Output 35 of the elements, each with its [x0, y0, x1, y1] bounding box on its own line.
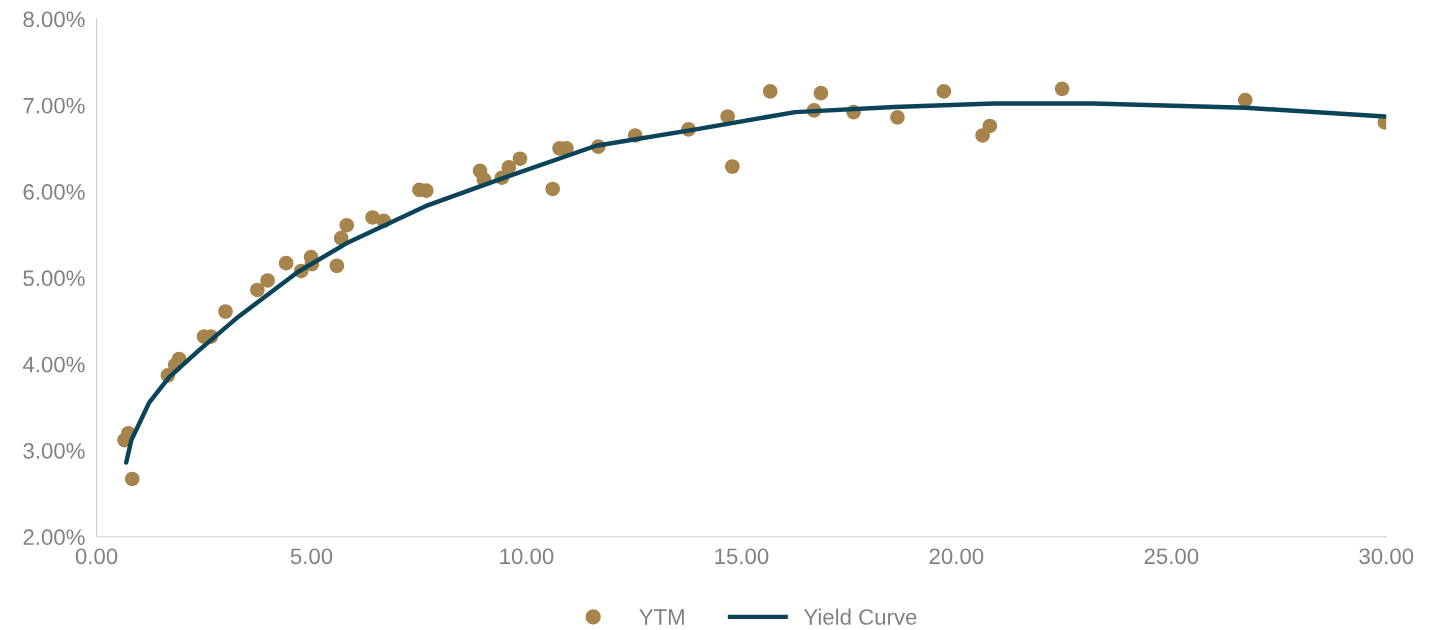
point	[250, 282, 265, 298]
x-tick-label: 10.00	[500, 548, 554, 565]
point	[813, 85, 829, 101]
legend-label: YTM	[639, 609, 684, 625]
x-tick-label: 15.00	[715, 548, 769, 565]
point	[260, 273, 275, 288]
point	[725, 159, 740, 174]
point	[545, 181, 560, 197]
point	[218, 304, 233, 319]
point	[501, 160, 517, 175]
x-tick-label: 0.00	[75, 548, 118, 565]
point	[890, 110, 905, 125]
point	[339, 217, 355, 233]
point	[1054, 81, 1070, 97]
legend-label: Yield Curve	[803, 608, 917, 625]
y-tick-label: 5.00%	[23, 270, 85, 287]
point	[278, 255, 294, 271]
y-tick-label: 6.00%	[23, 184, 85, 200]
y-tick-label: 7.00%	[23, 97, 85, 114]
x-tick-label: 25.00	[1144, 548, 1199, 565]
y-tick-label: 3.00%	[23, 442, 85, 459]
x-tick-label: 30.00	[1359, 548, 1414, 565]
y-tick-label: 8.00%	[23, 11, 85, 28]
x-tick-label: 20.00	[929, 548, 984, 565]
point	[1237, 92, 1253, 108]
point	[936, 84, 952, 99]
y-tick-label: 2.00%	[23, 529, 85, 546]
point	[329, 258, 345, 274]
point	[762, 84, 778, 99]
point	[512, 151, 528, 167]
point	[124, 471, 140, 487]
point	[419, 183, 434, 198]
point	[982, 118, 998, 134]
x-tick-label: 5.00	[290, 548, 333, 565]
y-tick-label: 4.00%	[22, 356, 85, 373]
